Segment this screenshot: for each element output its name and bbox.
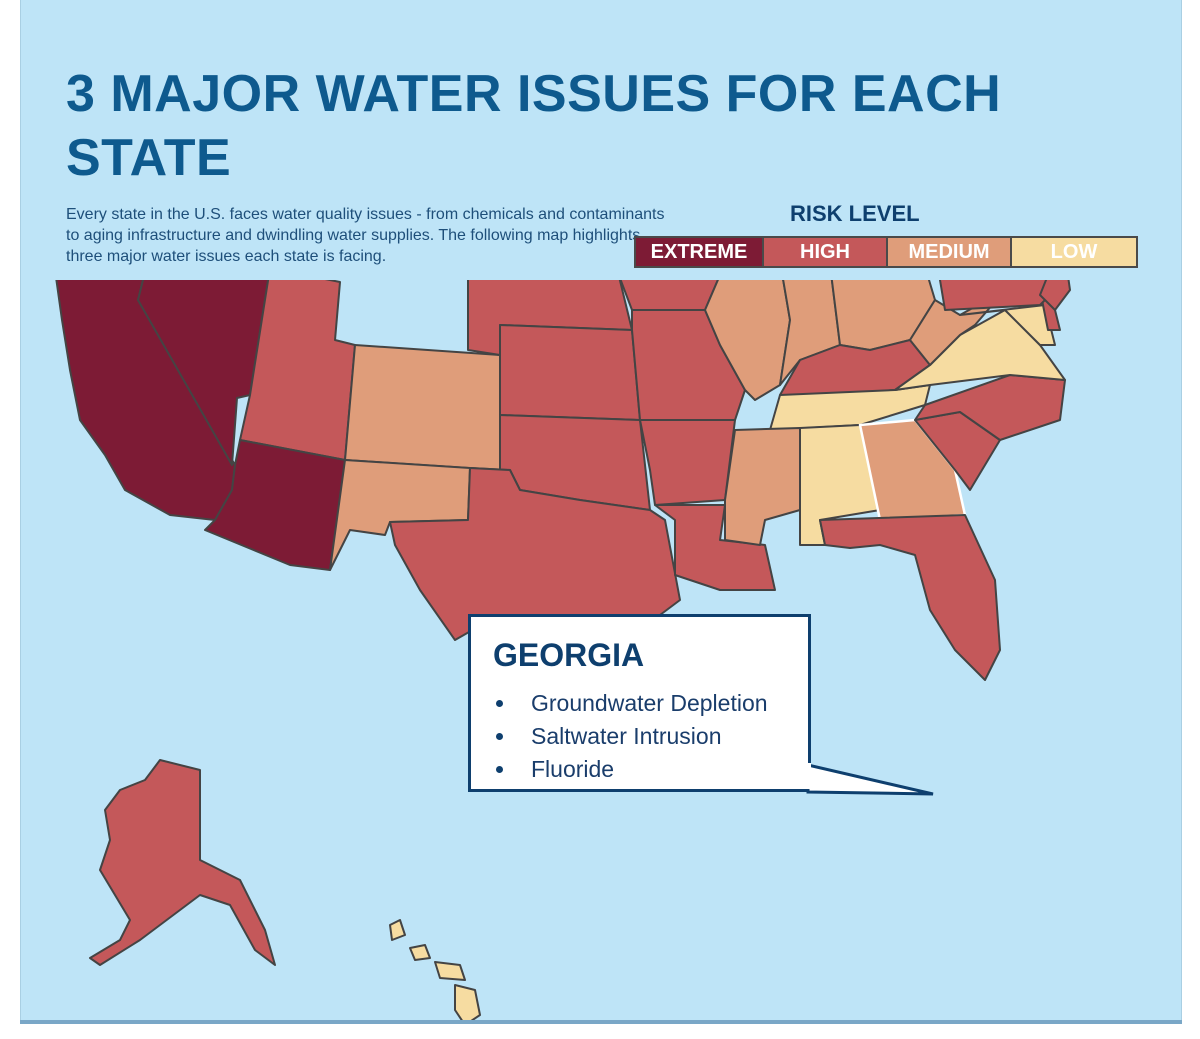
- state-ks[interactable]: [499, 324, 641, 421]
- issue-text: Saltwater Intrusion: [531, 723, 722, 749]
- state-co[interactable]: [344, 344, 501, 471]
- state-il[interactable]: [704, 280, 791, 401]
- tooltip-issue: Groundwater Depletion: [493, 687, 768, 720]
- legend-extreme: EXTREME: [636, 238, 764, 266]
- state-nj[interactable]: [1039, 280, 1071, 311]
- tooltip-issue-list: Groundwater Depletion Saltwater Intrusio…: [493, 687, 768, 786]
- issue-text: Fluoride: [531, 756, 615, 782]
- tooltip-issue: Saltwater Intrusion: [493, 720, 768, 753]
- legend-medium: MEDIUM: [888, 238, 1012, 266]
- bullet-icon: [496, 766, 503, 773]
- description-text: Every state in the U.S. faces water qual…: [66, 206, 665, 265]
- tooltip-pointer: [805, 763, 934, 796]
- issue-text: Groundwater Depletion: [531, 690, 768, 716]
- legend-low: LOW: [1012, 238, 1136, 266]
- state-nv[interactable]: [137, 280, 270, 466]
- state-ga[interactable]: [858, 418, 967, 522]
- bottom-border: [20, 1020, 1182, 1024]
- state-pa[interactable]: [935, 280, 1061, 311]
- bullet-icon: [496, 733, 503, 740]
- tooltip-issue: Fluoride: [493, 753, 768, 786]
- state-ms[interactable]: [724, 427, 801, 546]
- tooltip-state-name: GEORGIA: [493, 637, 645, 673]
- legend-title: RISK LEVEL: [790, 201, 920, 226]
- page-title: 3 MAJOR WATER ISSUES FOR EACH STATE: [66, 65, 1002, 187]
- state-ak[interactable]: [89, 759, 276, 966]
- state-ar[interactable]: [639, 419, 736, 506]
- state-tooltip: GEORGIA Groundwater Depletion Saltwater …: [468, 614, 934, 796]
- us-map: [55, 280, 1071, 1020]
- legend-high: HIGH: [764, 238, 888, 266]
- state-la[interactable]: [654, 504, 776, 591]
- risk-legend: EXTREME HIGH MEDIUM LOW: [634, 236, 1138, 268]
- bullet-icon: [496, 700, 503, 707]
- state-fl[interactable]: [819, 514, 1001, 681]
- state-hi[interactable]: [389, 919, 481, 1020]
- state-ia[interactable]: [615, 280, 720, 311]
- state-md[interactable]: [959, 304, 1056, 346]
